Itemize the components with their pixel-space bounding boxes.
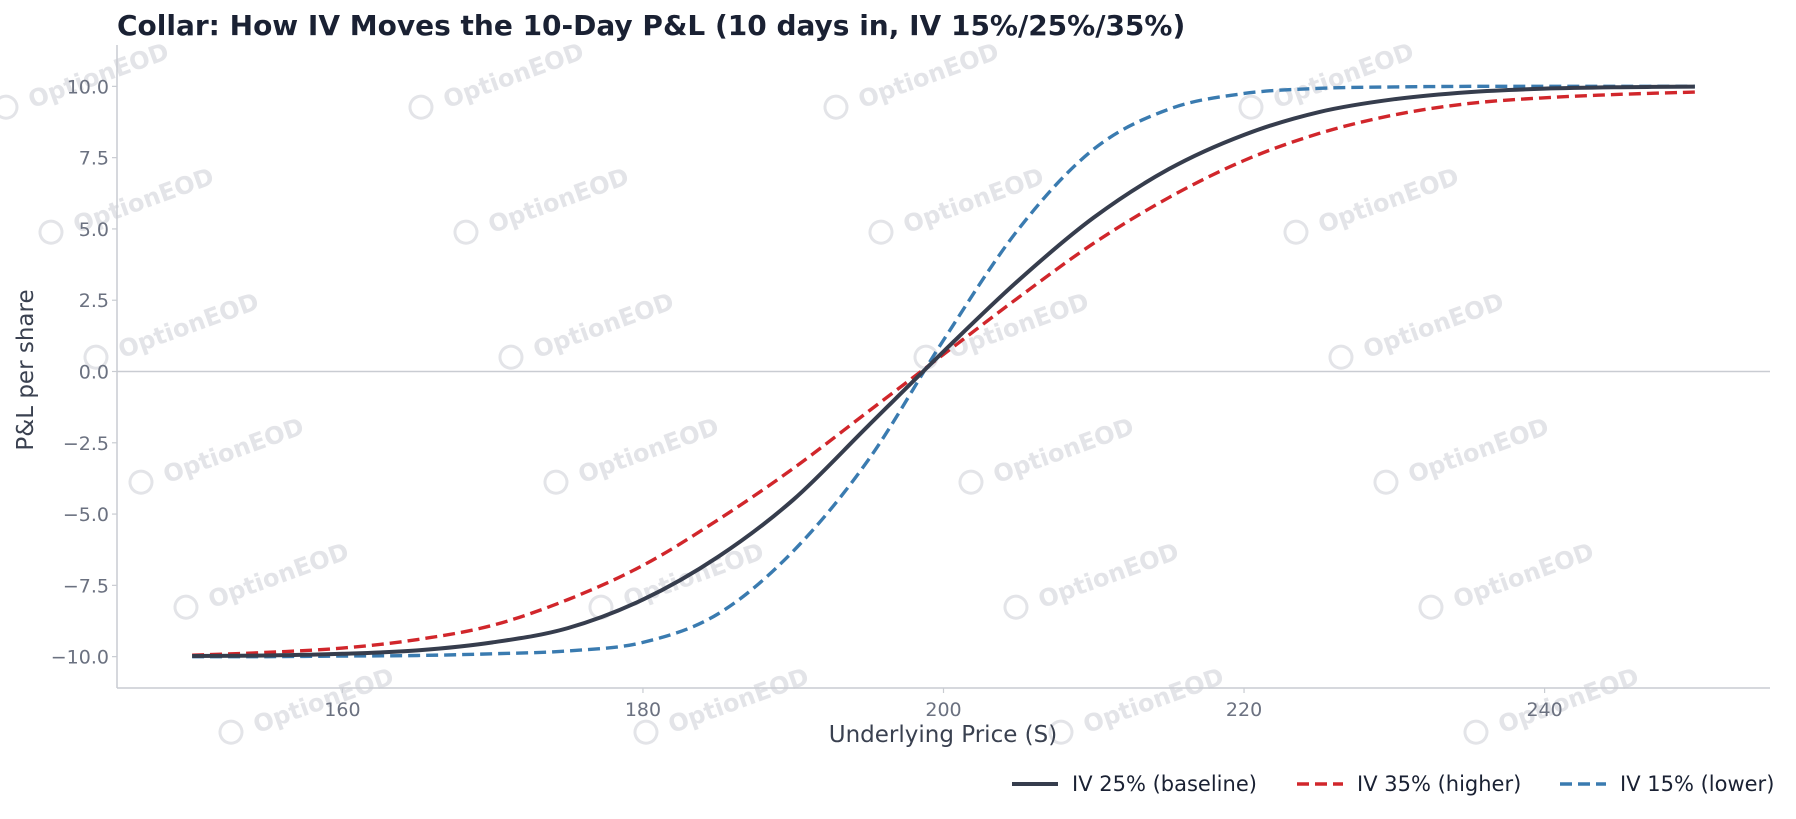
watermark-text: OptionEOD — [1034, 537, 1182, 614]
watermark-logo-icon — [38, 219, 64, 245]
axes: 160 180 200 220 240 10.0 7.5 5.0 2.5 0.0 −2.5 −5.0 −… — [51, 45, 1770, 721]
y-tick-label: −7.5 — [63, 575, 109, 597]
legend-label: IV 15% (lower) — [1620, 772, 1774, 796]
y-tick-label: 2.5 — [79, 290, 109, 312]
watermark-logo-icon — [868, 219, 894, 245]
watermark-text: OptionEOD — [439, 37, 587, 114]
watermark-logo-icon — [173, 594, 199, 620]
x-tick-label: 220 — [1226, 699, 1262, 721]
watermark-logo-icon — [1463, 719, 1489, 745]
x-tick-label: 240 — [1526, 699, 1562, 721]
y-tick-label: −5.0 — [63, 504, 109, 526]
watermark: OptionEOD — [543, 412, 723, 495]
watermark-text: OptionEOD — [484, 162, 632, 239]
y-tick-label: 0.0 — [79, 362, 109, 384]
watermark: OptionEOD — [173, 537, 353, 620]
x-tick-label: 160 — [324, 699, 360, 721]
x-tick-label: 180 — [625, 699, 661, 721]
y-tick-label: 5.0 — [79, 219, 109, 241]
watermark-text: OptionEOD — [1449, 537, 1597, 614]
watermark: OptionEOD — [1283, 162, 1463, 245]
watermark: OptionEOD — [408, 37, 588, 120]
watermark-text: OptionEOD — [159, 412, 307, 489]
series-line-iv-15-lower — [192, 84, 1695, 659]
watermark: OptionEOD — [453, 162, 633, 245]
watermark: OptionEOD — [1048, 662, 1228, 745]
watermark-logo-icon — [1003, 594, 1029, 620]
watermark-text: OptionEOD — [574, 412, 722, 489]
watermark-text: OptionEOD — [1494, 662, 1642, 739]
watermark-logo-icon — [453, 219, 479, 245]
y-tick-label: −10.0 — [51, 647, 109, 669]
watermark-logo-icon — [408, 94, 434, 120]
watermark-text: OptionEOD — [1404, 412, 1552, 489]
watermark-logo-icon — [543, 469, 569, 495]
legend: IV 25% (baseline) IV 35% (higher) IV 15% (… — [1012, 772, 1774, 796]
watermark: OptionEOD — [1003, 537, 1183, 620]
watermark-text: OptionEOD — [1269, 37, 1417, 114]
y-tick-label: 10.0 — [67, 76, 109, 98]
watermark: OptionEOD — [1373, 412, 1553, 495]
watermark-logo-icon — [498, 344, 524, 370]
y-tick-label: −2.5 — [63, 433, 109, 455]
watermark: OptionEOD — [218, 662, 398, 745]
watermark-logo-icon — [1373, 469, 1399, 495]
watermark: OptionEOD — [128, 412, 308, 495]
watermark-text: OptionEOD — [1079, 662, 1227, 739]
watermark-logo-icon — [0, 94, 19, 120]
y-tick-label: 7.5 — [79, 148, 109, 170]
watermark: OptionEOD — [913, 287, 1093, 370]
watermark-logo-icon — [823, 94, 849, 120]
watermark-text: OptionEOD — [204, 537, 352, 614]
watermark-logo-icon — [1418, 594, 1444, 620]
watermark-logo-icon — [633, 719, 659, 745]
watermark: OptionEOD — [498, 287, 678, 370]
watermark-text: OptionEOD — [989, 412, 1137, 489]
watermark-text: OptionEOD — [1314, 162, 1462, 239]
legend-label: IV 35% (higher) — [1357, 772, 1521, 796]
series-line-iv-35-higher — [192, 90, 1695, 657]
watermark: OptionEOD — [1328, 287, 1508, 370]
watermark-text: OptionEOD — [854, 37, 1002, 114]
watermark-logo-icon — [83, 344, 109, 370]
legend-label: IV 25% (baseline) — [1072, 772, 1257, 796]
watermark-layer: OptionEOD OptionEOD OptionEOD OptionEOD Opti… — [0, 37, 1643, 745]
watermark: OptionEOD — [958, 412, 1138, 495]
watermark-logo-icon — [1238, 94, 1264, 120]
series-layer — [192, 84, 1695, 659]
watermark-text: OptionEOD — [1359, 287, 1507, 364]
watermark: OptionEOD — [823, 37, 1003, 120]
watermark: OptionEOD — [868, 162, 1048, 245]
chart-title: Collar: How IV Moves the 10-Day P&L (10 … — [117, 9, 1185, 42]
watermark-text: OptionEOD — [114, 287, 262, 364]
series-line-iv-25-baseline — [192, 84, 1695, 659]
watermark-text: OptionEOD — [529, 287, 677, 364]
watermark: OptionEOD — [38, 162, 218, 245]
watermark-text: OptionEOD — [664, 662, 812, 739]
x-tick-label: 200 — [925, 699, 961, 721]
watermark-text: OptionEOD — [619, 537, 767, 614]
watermark-logo-icon — [1328, 344, 1354, 370]
watermark-text: OptionEOD — [899, 162, 1047, 239]
watermark: OptionEOD — [1238, 37, 1418, 120]
x-axis-label: Underlying Price (S) — [829, 722, 1057, 748]
watermark: OptionEOD — [1418, 537, 1598, 620]
watermark-logo-icon — [218, 719, 244, 745]
watermark-logo-icon — [1048, 719, 1074, 745]
watermark-logo-icon — [1283, 219, 1309, 245]
watermark-logo-icon — [128, 469, 154, 495]
watermark-logo-icon — [958, 469, 984, 495]
y-axis-label: P&L per share — [13, 289, 39, 450]
